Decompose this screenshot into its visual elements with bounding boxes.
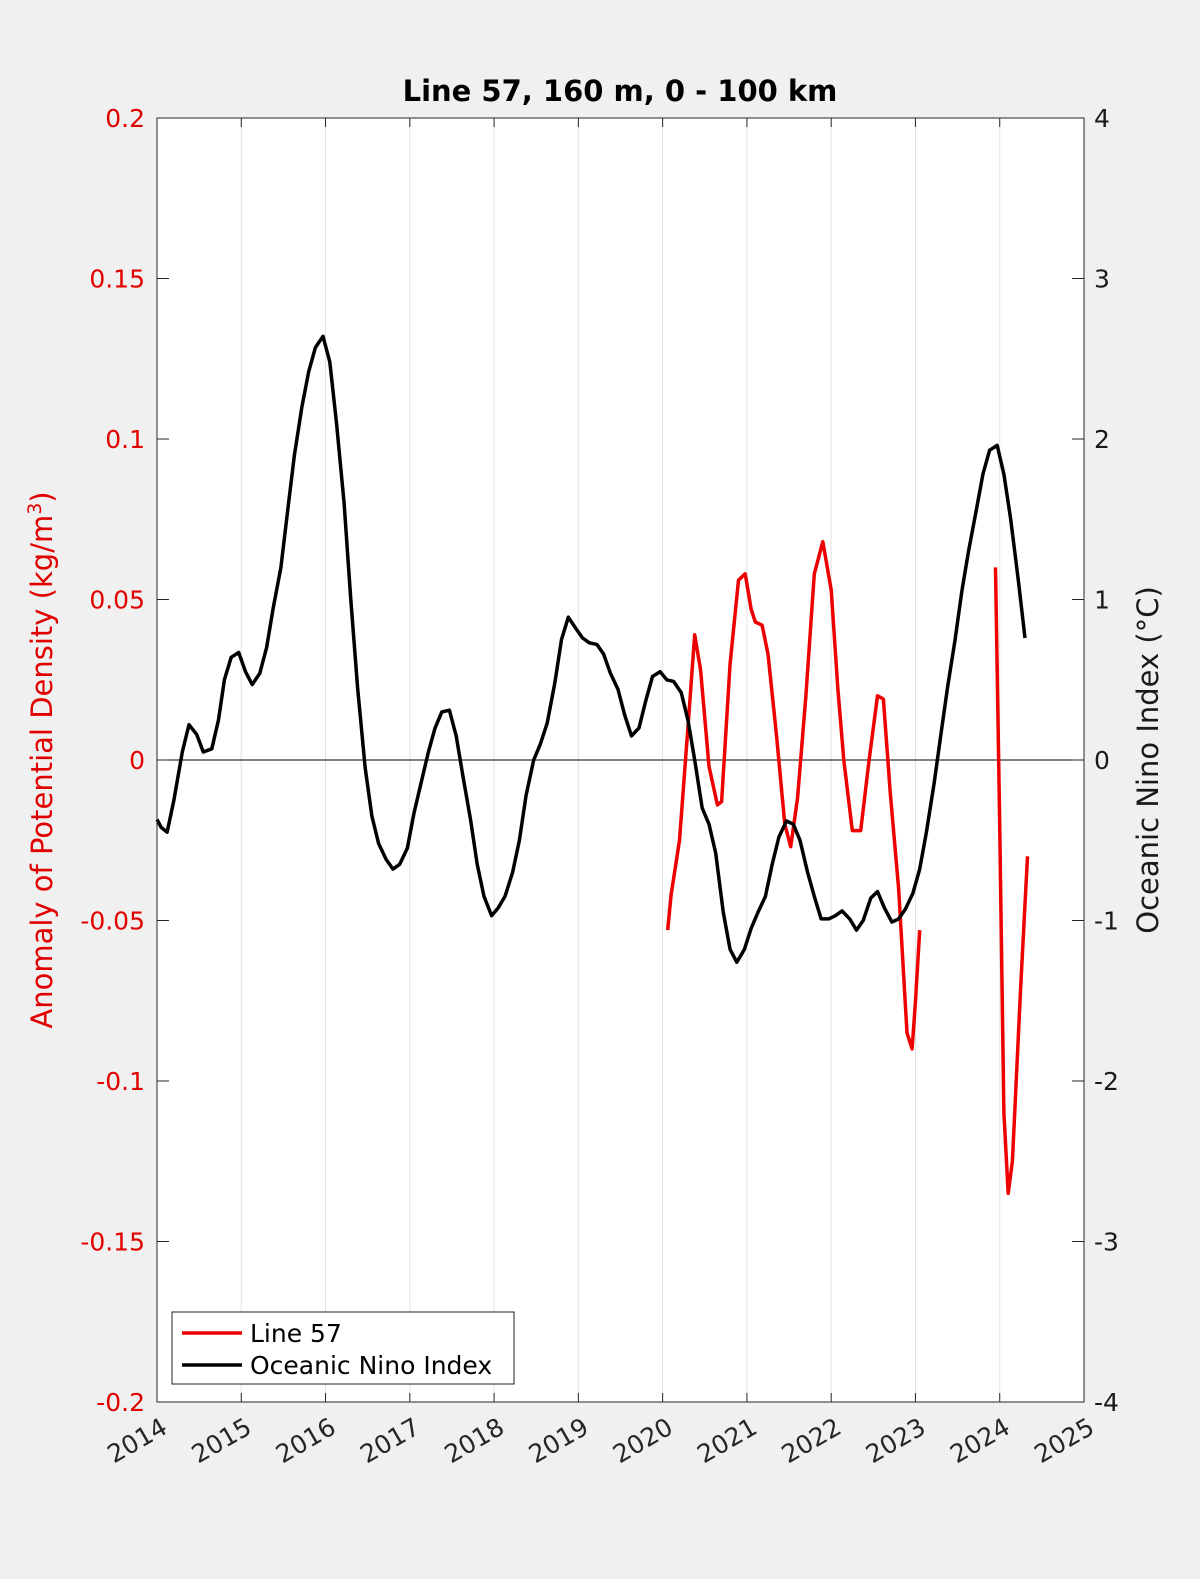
x-tick-label-2015: 2015 (187, 1412, 257, 1469)
series-line-line-57-segment-1 (993, 567, 1030, 1196)
y-right-tick-label-4: 4 (1094, 104, 1110, 133)
y-left-tick-label--0.2: -0.2 (96, 1388, 145, 1417)
y-left-tick-label-0: 0 (129, 746, 145, 775)
y-right-tick-label--4: -4 (1094, 1388, 1119, 1417)
y-axis-left-label-close: ) (25, 491, 59, 502)
legend: Line 57 Oceanic Nino Index (171, 1311, 515, 1385)
x-tick-label-2016: 2016 (271, 1412, 341, 1469)
y-right-tick-label-1: 1 (1094, 586, 1110, 615)
y-right-tick-label-0: 0 (1094, 746, 1110, 775)
legend-label-oni: Oceanic Nino Index (250, 1351, 492, 1380)
y-right-tick-label-2: 2 (1094, 425, 1110, 454)
y-axis-left-label-text: Anomaly of Potential Density (kg/m (25, 515, 59, 1029)
legend-box (171, 1311, 515, 1385)
x-tick-label-2019: 2019 (524, 1412, 594, 1469)
y-left-tick-label-0.05: 0.05 (89, 586, 145, 615)
x-tick-label-2018: 2018 (439, 1412, 509, 1469)
x-tick-label-2021: 2021 (692, 1412, 762, 1469)
y-axis-left-label: Anomaly of Potential Density (kg/m3) (24, 491, 59, 1028)
legend-label-line-57: Line 57 (250, 1319, 342, 1348)
y-left-tick-label--0.15: -0.15 (80, 1228, 145, 1257)
x-tick-label-2020: 2020 (608, 1412, 678, 1469)
series-line-oni-segment-0 (155, 334, 1027, 964)
y-left-tick-label-0.2: 0.2 (105, 104, 145, 133)
y-right-tick-label--2: -2 (1094, 1067, 1119, 1096)
x-tick-label-2025: 2025 (1029, 1412, 1099, 1469)
y-axis-right-label: Oceanic Nino Index (°C) (1131, 586, 1165, 934)
x-tick-label-2014: 2014 (102, 1412, 172, 1469)
y-right-tick-label--1: -1 (1094, 907, 1119, 936)
series-layer (155, 334, 1030, 1196)
y-right-tick-label-3: 3 (1094, 265, 1110, 294)
chart-title: Line 57, 160 m, 0 - 100 km (403, 74, 838, 108)
x-tick-label-2017: 2017 (355, 1412, 425, 1469)
series-line-line-57-segment-0 (665, 539, 922, 1051)
x-tick-label-2024: 2024 (945, 1412, 1015, 1469)
y-axis-left-label-sup: 3 (24, 503, 46, 515)
x-tick-label-2022: 2022 (777, 1412, 847, 1469)
y-right-tick-label--3: -3 (1094, 1228, 1119, 1257)
y-left-tick-label-0.15: 0.15 (89, 265, 145, 294)
x-tick-label-2023: 2023 (861, 1412, 931, 1469)
y-left-tick-label--0.05: -0.05 (80, 907, 145, 936)
y-left-tick-label-0.1: 0.1 (105, 425, 145, 454)
y-left-tick-label--0.1: -0.1 (96, 1067, 145, 1096)
